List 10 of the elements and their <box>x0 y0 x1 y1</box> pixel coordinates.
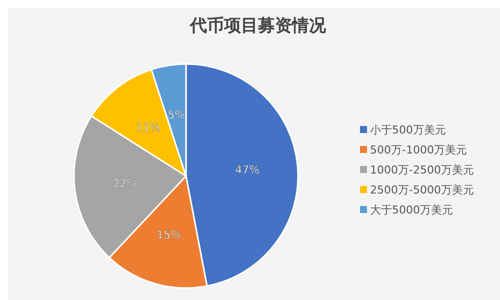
legend-label: 2500万-5000万美元 <box>370 184 474 196</box>
legend-label: 小于500万美元 <box>370 124 446 136</box>
legend-label: 500万-1000万美元 <box>370 144 467 156</box>
data-label: 11% <box>136 120 160 134</box>
data-label: 15% <box>156 228 182 242</box>
chart-title: 代币项目募资情况 <box>189 16 327 36</box>
data-label: 5% <box>168 108 186 122</box>
legend-label: 1000万-2500万美元 <box>370 164 474 176</box>
legend-label: 大于5000万美元 <box>370 204 453 216</box>
data-label: 47% <box>235 164 260 177</box>
